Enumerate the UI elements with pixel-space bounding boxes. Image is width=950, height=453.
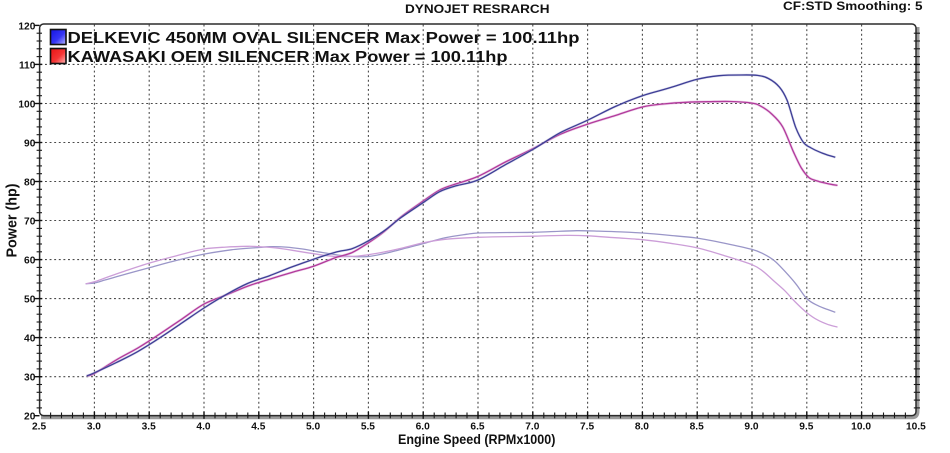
svg-text:90: 90: [24, 138, 36, 149]
svg-text:3.0: 3.0: [87, 422, 101, 433]
svg-text:50: 50: [24, 295, 36, 306]
svg-text:10.5: 10.5: [906, 422, 926, 433]
svg-text:7.5: 7.5: [580, 422, 594, 433]
svg-text:20: 20: [24, 412, 36, 423]
svg-text:7.0: 7.0: [525, 422, 539, 433]
svg-text:DYNOJET RESRARCH: DYNOJET RESRARCH: [405, 4, 550, 16]
svg-text:5.5: 5.5: [361, 422, 375, 433]
svg-text:CF:STD Smoothing: 5: CF:STD Smoothing: 5: [783, 1, 923, 13]
svg-text:110: 110: [19, 60, 36, 71]
svg-text:40: 40: [24, 334, 36, 345]
svg-text:80: 80: [24, 177, 36, 188]
svg-text:2.5: 2.5: [32, 422, 46, 433]
svg-text:30: 30: [24, 373, 36, 384]
svg-text:70: 70: [24, 216, 36, 227]
svg-text:4.0: 4.0: [196, 422, 210, 433]
svg-text:8.5: 8.5: [690, 422, 704, 433]
svg-text:100: 100: [18, 99, 35, 110]
svg-text:120: 120: [18, 21, 35, 32]
svg-text:6.5: 6.5: [470, 422, 484, 433]
svg-text:9.5: 9.5: [799, 422, 813, 433]
svg-text:KAWASAKI OEM SILENCER Max Powe: KAWASAKI OEM SILENCER Max Power = 100.11…: [68, 49, 508, 66]
svg-text:9.0: 9.0: [744, 422, 758, 433]
svg-text:8.0: 8.0: [635, 422, 649, 433]
svg-text:10.0: 10.0: [851, 422, 871, 433]
svg-text:60: 60: [24, 256, 36, 267]
svg-text:5.0: 5.0: [306, 422, 320, 433]
svg-text:6.0: 6.0: [416, 422, 430, 433]
svg-text:DELKEVIC 450MM OVAL SILENCER M: DELKEVIC 450MM OVAL SILENCER Max Power =…: [68, 30, 580, 47]
svg-text:3.5: 3.5: [142, 422, 156, 433]
svg-text:Power (hp): Power (hp): [5, 183, 21, 257]
svg-text:Engine Speed (RPMx1000): Engine Speed (RPMx1000): [398, 432, 555, 447]
svg-text:4.5: 4.5: [251, 422, 265, 433]
